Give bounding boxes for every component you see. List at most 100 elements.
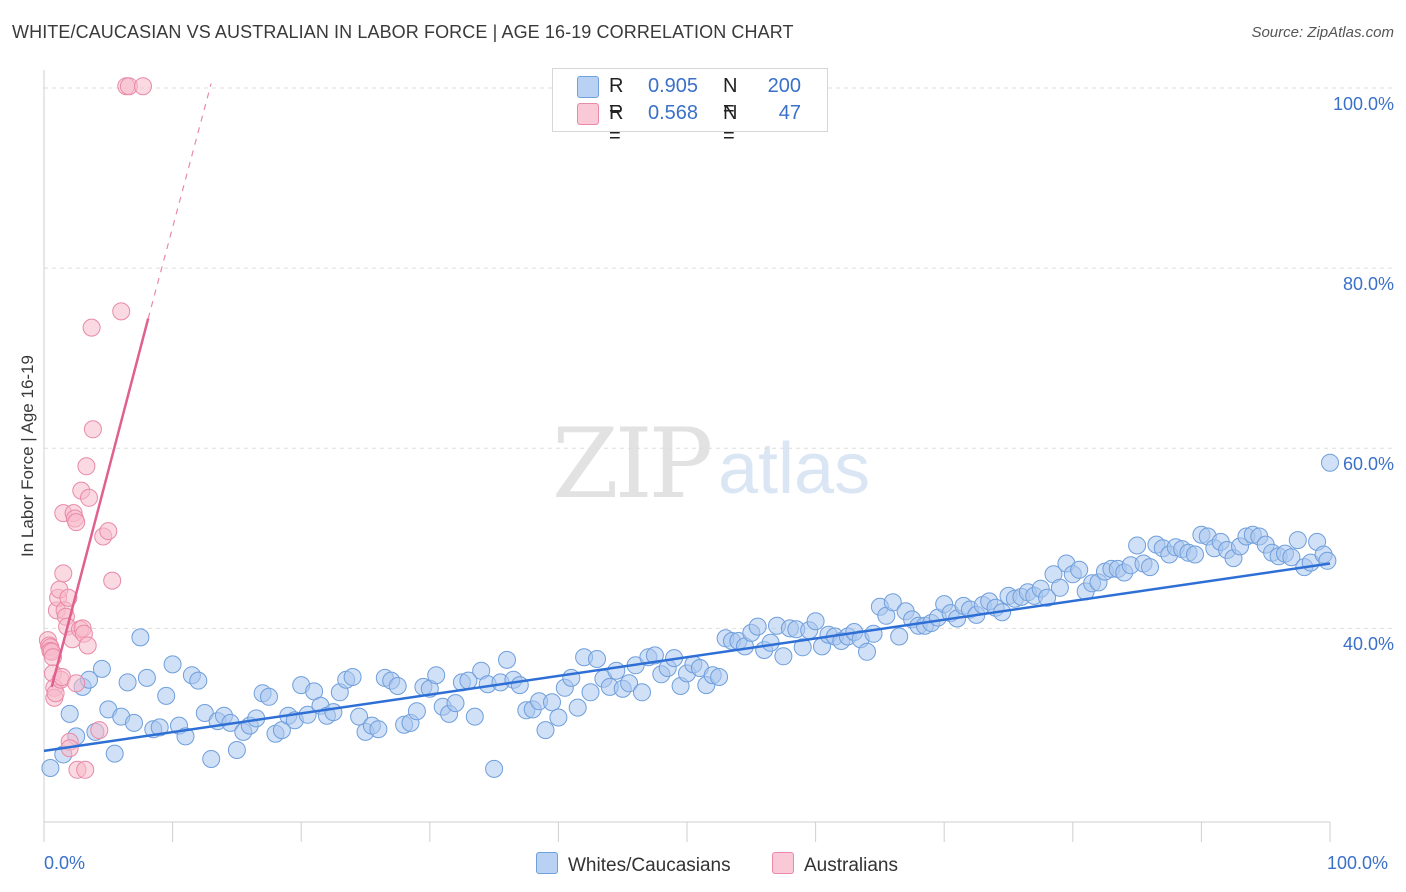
data-point-whites [748, 617, 767, 636]
data-point-whites [1050, 578, 1069, 597]
data-point-whites [125, 713, 143, 732]
data-point-whites [1321, 453, 1339, 472]
data-point-australians [78, 636, 97, 655]
y-tick-label: 100.0% [1332, 94, 1394, 114]
data-point-whites [195, 704, 214, 722]
data-point-australians [80, 488, 98, 507]
data-point-whites [761, 633, 780, 652]
data-point-whites [105, 744, 124, 763]
data-point-whites [60, 704, 79, 723]
data-point-whites [607, 661, 626, 680]
data-point-whites [883, 593, 902, 612]
data-point-whites [510, 676, 529, 695]
data-point-australians [76, 760, 95, 779]
data-point-whites [350, 707, 369, 726]
y-tick-label: 60.0% [1342, 454, 1394, 475]
legend-swatch-blue [577, 76, 599, 98]
y-tick-label: 80.0% [1342, 274, 1394, 295]
data-point-whites [41, 759, 60, 777]
x-tick-max: 100.0% [1327, 853, 1389, 873]
legend-n-label: N = [723, 102, 738, 147]
data-point-whites [858, 642, 876, 661]
data-point-australians [99, 522, 118, 541]
bottom-legend-label-australians: Australians [804, 855, 898, 876]
data-point-whites [498, 650, 516, 669]
source-credit: Source: ZipAtlas.com [1251, 24, 1394, 41]
bottom-legend-australians: Australians [772, 852, 898, 877]
data-point-whites [369, 720, 388, 739]
data-point-whites [485, 759, 504, 778]
series-whites-points [41, 453, 1339, 778]
data-point-whites [92, 659, 111, 678]
data-point-whites [806, 612, 825, 631]
data-point-whites [645, 646, 664, 665]
axes [43, 70, 1331, 842]
series-australians-points [38, 77, 152, 779]
data-point-australians [134, 77, 152, 96]
data-point-australians [103, 571, 122, 590]
data-point-whites [581, 683, 600, 702]
legend-swatch-pink [577, 103, 599, 125]
data-point-whites [890, 627, 909, 646]
data-point-whites [1186, 545, 1204, 564]
data-point-whites [774, 647, 793, 666]
data-point-whites [150, 718, 169, 737]
legend-n-value: 200 [767, 75, 801, 97]
x-tick-min: 0.0% [44, 853, 86, 873]
data-point-whites [620, 674, 639, 693]
data-point-whites [427, 666, 446, 685]
data-point-australians [54, 564, 73, 583]
data-point-whites [157, 686, 176, 705]
data-point-australians [67, 513, 86, 532]
data-point-whites [1318, 551, 1337, 570]
correlation-legend: R = 0.905 N = 200 R = 0.568 N = 47 [552, 68, 828, 147]
data-point-australians [112, 302, 131, 321]
trend-line-australians [50, 318, 150, 688]
data-point-australians [82, 318, 101, 337]
legend-r-value: 0.905 [648, 75, 699, 97]
data-point-whites [260, 687, 278, 706]
data-point-whites [176, 727, 195, 746]
data-point-whites [549, 708, 568, 727]
bottom-legend-swatch-pink [772, 852, 794, 874]
data-point-australians [77, 457, 96, 476]
legend-r-label: R = [609, 75, 624, 120]
data-point-whites [1288, 531, 1307, 550]
data-point-whites [388, 677, 407, 695]
data-point-whites [137, 668, 156, 687]
bottom-legend-swatch-blue [536, 852, 558, 874]
data-point-whites [118, 673, 137, 692]
watermark-zip: ZIP [552, 408, 713, 520]
data-point-whites [633, 683, 651, 702]
data-point-whites [227, 741, 246, 759]
trend-line-australians-extension [147, 83, 212, 319]
data-point-whites [568, 698, 587, 717]
trend-line-whites [43, 562, 1331, 753]
data-point-whites [465, 707, 484, 726]
legend-r-value: 0.568 [648, 102, 699, 124]
data-point-whites [189, 671, 208, 690]
data-point-whites [324, 703, 343, 722]
trend-lines [43, 83, 1331, 753]
legend-r-label: R = [609, 102, 624, 147]
chart-title: WHITE/CAUCASIAN VS AUSTRALIAN IN LABOR F… [12, 22, 794, 42]
bottom-legend-whites: Whites/Caucasians [536, 852, 731, 877]
data-point-australians [83, 420, 102, 439]
data-point-whites [1282, 548, 1301, 567]
y-axis-label: In Labor Force | Age 16-19 [18, 355, 37, 557]
data-point-whites [864, 624, 883, 643]
legend-n-label: N = [723, 75, 738, 120]
data-point-australians [90, 721, 109, 740]
data-point-whites [407, 702, 426, 721]
data-point-whites [710, 668, 729, 686]
data-point-whites [536, 721, 555, 740]
data-point-whites [131, 628, 150, 647]
data-point-whites [1141, 558, 1159, 577]
legend-n-value: 47 [778, 102, 801, 124]
data-point-whites [588, 650, 606, 668]
data-point-whites [543, 693, 561, 712]
data-point-whites [793, 638, 812, 657]
data-point-whites [202, 750, 221, 768]
data-point-australians [67, 674, 86, 693]
